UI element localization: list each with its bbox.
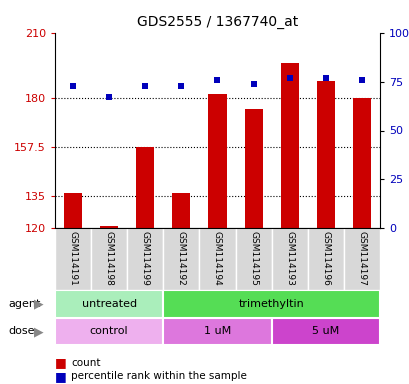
Text: untreated: untreated [81, 299, 136, 309]
Text: GSM114192: GSM114192 [176, 231, 185, 286]
Bar [163, 290, 379, 318]
Bar [316, 81, 334, 228]
Text: 1 uM: 1 uM [203, 326, 231, 336]
Bar [172, 193, 190, 228]
Text: count: count [71, 358, 101, 368]
Bar [163, 228, 199, 290]
Text: GSM114197: GSM114197 [357, 231, 366, 286]
Text: GSM114199: GSM114199 [140, 231, 149, 286]
Bar [64, 193, 82, 228]
Text: GSM114194: GSM114194 [213, 231, 221, 286]
Text: 5 uM: 5 uM [311, 326, 339, 336]
Bar [55, 228, 91, 290]
Bar [199, 228, 235, 290]
Bar [343, 228, 379, 290]
Text: dose: dose [8, 326, 35, 336]
Bar [55, 290, 163, 318]
Bar [307, 228, 343, 290]
Bar [55, 318, 163, 345]
Bar [136, 147, 154, 228]
Text: percentile rank within the sample: percentile rank within the sample [71, 371, 247, 381]
Bar [127, 228, 163, 290]
Bar [235, 228, 271, 290]
Bar [271, 318, 379, 345]
Text: ▶: ▶ [34, 325, 44, 338]
Bar [271, 228, 307, 290]
Text: ▶: ▶ [34, 298, 44, 311]
Bar [163, 318, 271, 345]
Text: control: control [90, 326, 128, 336]
Bar [100, 226, 118, 228]
Text: GSM114196: GSM114196 [321, 231, 330, 286]
Bar [352, 98, 370, 228]
Bar [91, 228, 127, 290]
Text: GSM114193: GSM114193 [285, 231, 294, 286]
Text: GSM114195: GSM114195 [249, 231, 258, 286]
Text: ■: ■ [55, 356, 67, 369]
Title: GDS2555 / 1367740_at: GDS2555 / 1367740_at [137, 15, 297, 29]
Bar [208, 94, 226, 228]
Text: GSM114198: GSM114198 [104, 231, 113, 286]
Text: ■: ■ [55, 370, 67, 383]
Text: trimethyltin: trimethyltin [238, 299, 304, 309]
Text: GSM114191: GSM114191 [68, 231, 77, 286]
Text: agent: agent [8, 299, 40, 309]
Bar [280, 63, 298, 228]
Bar [244, 109, 262, 228]
